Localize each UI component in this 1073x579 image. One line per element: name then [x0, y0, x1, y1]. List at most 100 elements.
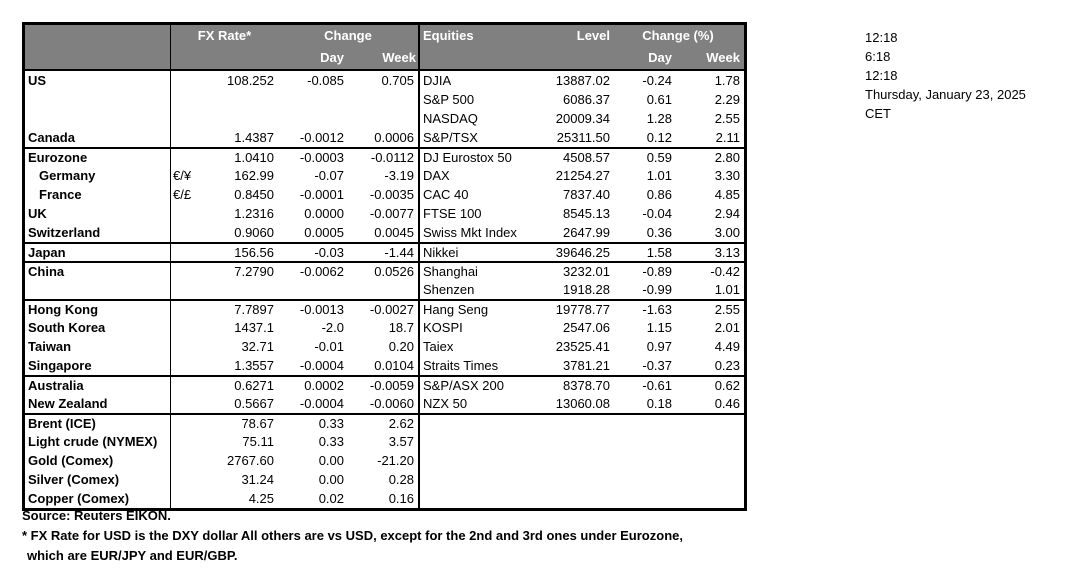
fx-rate-note: * FX Rate for USD is the DXY dollar All …: [22, 528, 683, 543]
equity-name-cell: Hang Seng: [423, 302, 489, 317]
fx-equities-table: FX Rate* Change Equities Level Change (%…: [22, 22, 747, 511]
fx-pair-cell: [171, 244, 198, 261]
equity-level-cell: 19778.77: [555, 302, 610, 317]
table-row: South Korea 1437.1 -2.0 18.7 KOSPI 2547.…: [25, 318, 744, 337]
equity-level-cell: 1918.28: [563, 282, 610, 297]
table-row: US 108.252 -0.085 0.705 DJIA 13887.02 -0…: [25, 71, 744, 90]
fx-rate-cell: 0.8450: [234, 187, 274, 202]
equity-change-week-cell: 3.30: [714, 168, 740, 183]
fx-rate-cell: 32.71: [241, 339, 274, 354]
equity-change-week-cell: 0.62: [714, 378, 740, 393]
fx-rate-cell: 2767.60: [227, 453, 274, 468]
fx-country-cell: Hong Kong: [25, 301, 171, 318]
fx-country-cell: Singapore: [25, 356, 171, 375]
fx-change-day-cell: -0.03: [314, 245, 344, 260]
equity-level-cell: 2547.06: [563, 320, 610, 335]
equity-change-week-cell: 2.29: [714, 92, 740, 107]
equity-change-week-cell: [676, 432, 744, 451]
fx-change-week-cell: -0.0077: [348, 204, 420, 223]
fx-country-cell: [25, 280, 171, 299]
fx-rate-cell: 1.4387: [234, 130, 274, 145]
fx-country-cell: Brent (ICE): [25, 415, 171, 432]
equity-change-week-cell: 1.01: [714, 282, 740, 297]
fx-country-cell: [25, 90, 171, 109]
table-row: UK 1.2316 0.0000 -0.0077 FTSE 100 8545.1…: [25, 204, 744, 223]
fx-rate-cell: [198, 109, 278, 128]
fx-change-day-cell: 0.0005: [304, 225, 344, 240]
fx-country-cell: South Korea: [25, 318, 171, 337]
fx-change-day-cell: [278, 90, 348, 109]
table-row: Shenzen 1918.28 -0.99 1.01: [25, 280, 744, 299]
fx-change-day-cell: [278, 280, 348, 299]
fx-country-cell: France: [25, 185, 171, 204]
table-row: France €/£ 0.8450 -0.0001 -0.0035 CAC 40…: [25, 185, 744, 204]
equity-change-week-cell: -0.42: [710, 264, 740, 279]
fx-country-cell: Switzerland: [25, 223, 171, 242]
equity-change-day-cell: -0.37: [642, 358, 672, 373]
equity-change-week-cell: 2.94: [714, 206, 740, 221]
fx-pair-cell: [171, 128, 198, 147]
equity-name-cell: [420, 470, 550, 489]
equity-level-cell: 4508.57: [563, 150, 610, 165]
fx-change-day-cell: 0.0000: [304, 206, 344, 221]
fx-change-week-cell: -0.0035: [348, 185, 420, 204]
equity-change-week-cell: 3.13: [714, 245, 740, 260]
table-row: Hong Kong 7.7897 -0.0013 -0.0027 Hang Se…: [25, 299, 744, 318]
fx-change-week-cell: [348, 90, 420, 109]
fx-pair-cell: [171, 71, 198, 90]
equity-change-day-cell: 0.36: [646, 225, 672, 240]
fx-rate-cell: 162.99: [234, 168, 274, 183]
fx-pair-cell: [171, 318, 198, 337]
footnotes: Source: Reuters EIKON. * FX Rate for USD…: [22, 506, 683, 566]
fx-rate-cell: 0.9060: [234, 225, 274, 240]
fx-rate-cell: 1.2316: [234, 206, 274, 221]
fx-change-week-cell: -21.20: [348, 451, 420, 470]
equity-change-day-cell: [612, 451, 676, 470]
equity-change-week-cell: 0.46: [714, 396, 740, 411]
equity-name-cell: CAC 40: [423, 187, 469, 202]
equity-level-cell: [550, 432, 612, 451]
table-row: NASDAQ 20009.34 1.28 2.55: [25, 109, 744, 128]
table-row: Singapore 1.3557 -0.0004 0.0104 Straits …: [25, 356, 744, 375]
equity-change-day-cell: [612, 470, 676, 489]
equity-name-cell: DJIA: [423, 73, 452, 88]
fx-change-day-cell: [278, 109, 348, 128]
timezone-line: CET: [865, 106, 891, 121]
fx-country-cell: China: [25, 263, 171, 280]
fx-change-week-cell: 0.28: [348, 470, 420, 489]
table-row: Switzerland 0.9060 0.0005 0.0045 Swiss M…: [25, 223, 744, 242]
equity-level-cell: 39646.25: [555, 245, 610, 260]
header-level: Level: [576, 28, 610, 43]
fx-rate-cell: [198, 280, 278, 299]
equity-level-cell: 8545.13: [563, 206, 610, 221]
equity-name-cell: [420, 451, 550, 470]
fx-pair-cell: [171, 109, 198, 128]
fx-change-day-cell: 0.33: [318, 416, 344, 431]
fx-change-week-cell: 0.0104: [348, 356, 420, 375]
fx-pair-cell: [171, 377, 198, 394]
fx-country-cell: Canada: [25, 128, 171, 147]
equity-change-week-cell: 4.49: [714, 339, 740, 354]
fx-pair-cell: [171, 432, 198, 451]
header-change-sub: Day Week: [278, 47, 420, 69]
fx-pair-cell: €/£: [173, 187, 192, 202]
fx-change-day-cell: 0.02: [318, 491, 344, 506]
fx-pair-cell: [171, 280, 198, 299]
header-spacer: [25, 47, 171, 69]
equity-name-cell: [420, 415, 550, 432]
time-line-1: 12:18: [865, 30, 898, 45]
fx-country-cell: Copper (Comex): [25, 489, 171, 508]
fx-country-cell: UK: [25, 204, 171, 223]
equity-name-cell: Nikkei: [423, 245, 459, 260]
fx-country-cell: Silver (Comex): [25, 470, 171, 489]
header-change: Change: [278, 25, 420, 47]
equity-level-cell: 21254.27: [555, 168, 610, 183]
table-body: US 108.252 -0.085 0.705 DJIA 13887.02 -0…: [25, 71, 744, 508]
equity-name-cell: [420, 432, 550, 451]
equity-change-day-cell: -0.99: [642, 282, 672, 297]
equity-name-cell: DAX: [423, 168, 450, 183]
fx-rate-cell: 156.56: [234, 245, 274, 260]
equity-change-week-cell: [676, 451, 744, 470]
fx-pair-cell: [171, 204, 198, 223]
table-row: Canada 1.4387 -0.0012 0.0006 S&P/TSX 253…: [25, 128, 744, 147]
